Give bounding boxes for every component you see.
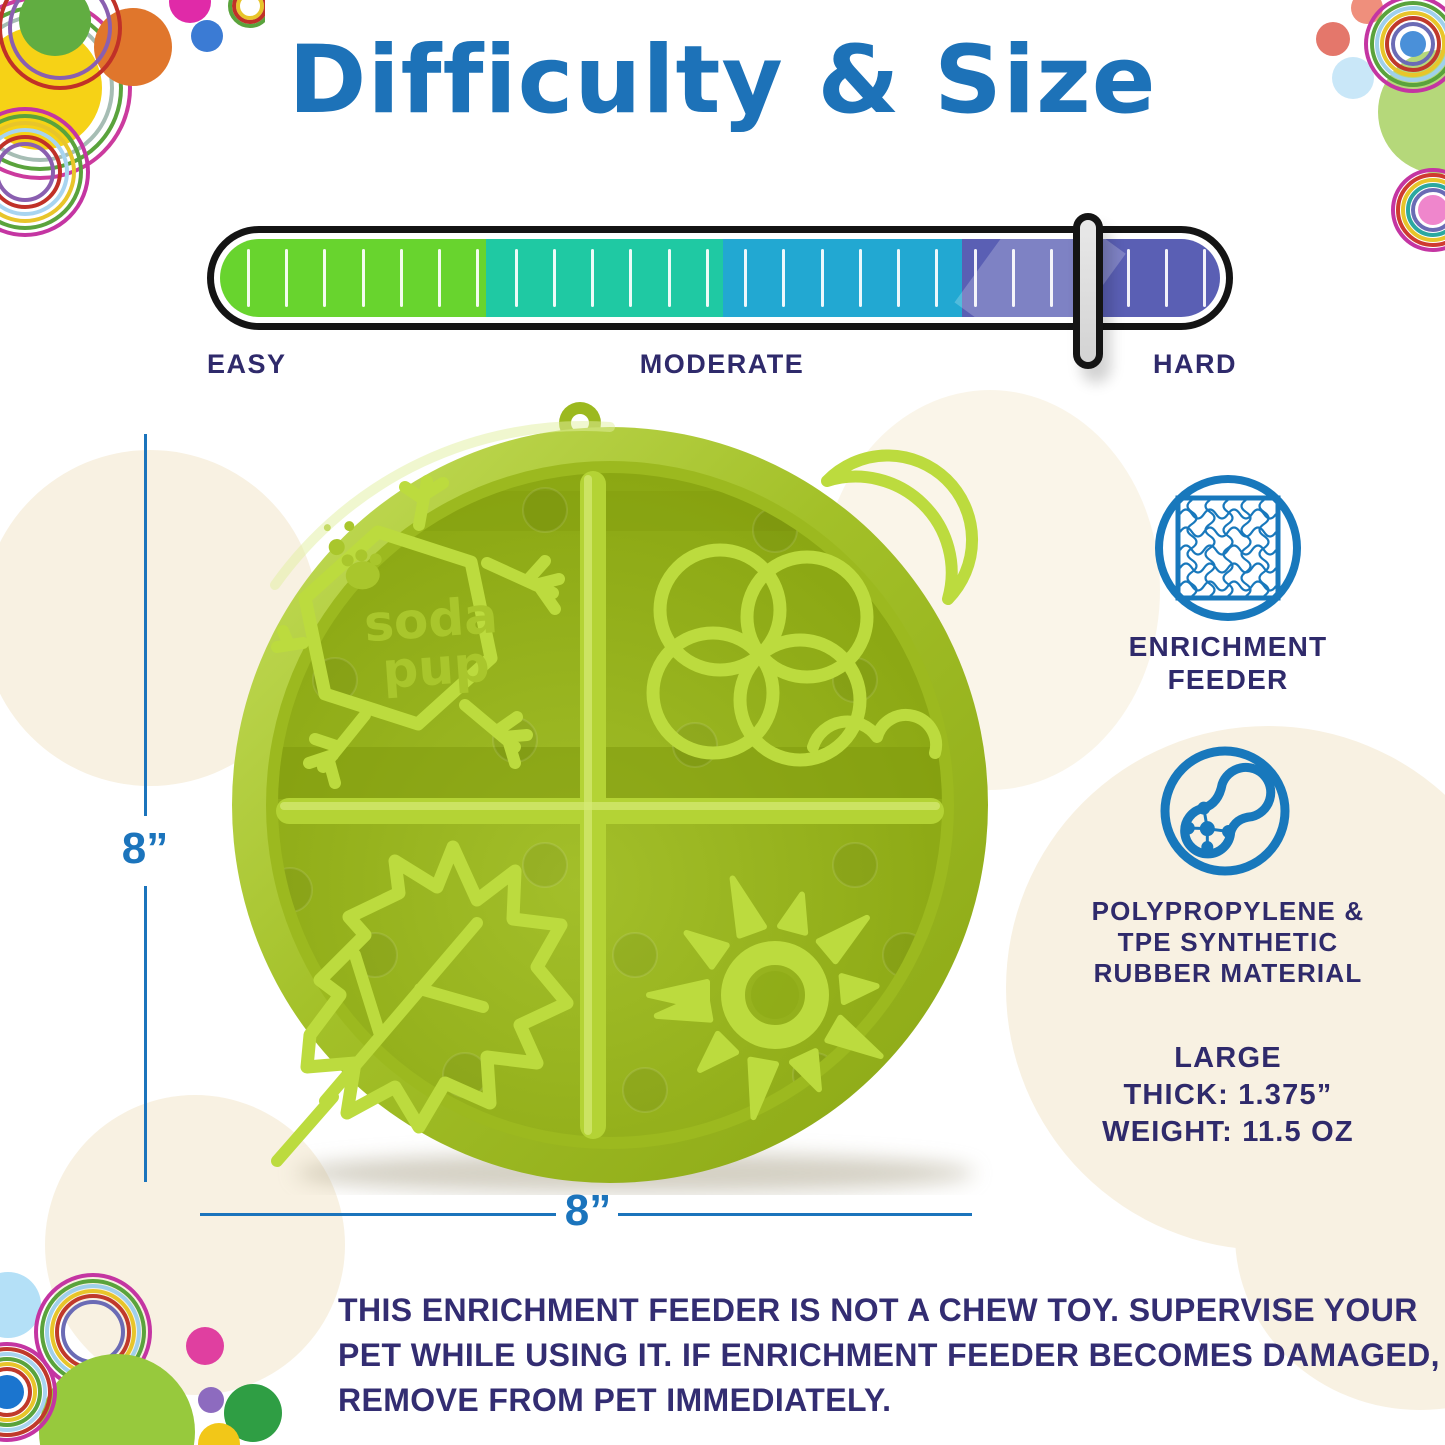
difficulty-segment-moderate-low — [486, 239, 723, 317]
height-dimension-label: 8” — [121, 824, 169, 873]
tick-mark — [1050, 249, 1054, 307]
warning-line: THIS ENRICHMENT FEEDER IS NOT A CHEW TOY… — [338, 1292, 1418, 1328]
tick-mark — [1203, 249, 1206, 307]
tick-mark — [744, 249, 748, 307]
feature-material: POLYPROPYLENE & TPE SYNTHETIC RUBBER MAT… — [1068, 896, 1388, 989]
tick-mark — [476, 249, 480, 307]
flower-motif — [646, 449, 978, 767]
difficulty-segments — [220, 239, 1220, 317]
difficulty-slider-handle[interactable] — [1073, 213, 1103, 369]
tick-mark — [858, 249, 862, 307]
difficulty-segment-easy — [220, 239, 486, 317]
tick-mark — [552, 249, 556, 307]
snowflake-motif — [271, 475, 565, 789]
size-line-large: LARGE — [1174, 1042, 1282, 1074]
sun-motif — [646, 875, 884, 1121]
tick-mark — [1164, 249, 1168, 307]
page-title: Difficulty & Size — [288, 26, 1157, 135]
tick-mark — [514, 249, 518, 307]
feature-line: FEEDER — [1167, 664, 1289, 695]
brand-word-soda: soda — [362, 586, 499, 653]
tick-mark — [247, 249, 250, 307]
label-easy: EASY — [207, 349, 287, 379]
difficulty-ticks — [220, 239, 1220, 317]
quadrant-dividers — [276, 471, 944, 1139]
width-dimension-label: 8” — [564, 1186, 612, 1235]
size-line-weight: WEIGHT: 11.5 OZ — [1102, 1116, 1354, 1148]
tick-mark — [1126, 249, 1130, 307]
warning-line: PET WHILE USING IT. IF ENRICHMENT FEEDER… — [338, 1337, 1440, 1373]
puzzle-icon — [1155, 475, 1301, 621]
tick-mark — [782, 249, 786, 307]
decorative-circles-top-right — [1316, 0, 1445, 252]
feature-line: TPE SYNTHETIC — [1117, 927, 1339, 957]
difficulty-segment-moderate-high — [723, 239, 962, 317]
tick-mark — [705, 249, 709, 307]
feature-enrichment-feeder: ENRICHMENT FEEDER — [1078, 630, 1378, 696]
warning-text: THIS ENRICHMENT FEEDER IS NOT A CHEW TOY… — [338, 1288, 1440, 1423]
tick-mark — [1011, 249, 1015, 307]
difficulty-meter — [207, 226, 1233, 330]
width-dimension-line-right — [618, 1213, 972, 1216]
tick-mark — [667, 249, 671, 307]
difficulty-track — [220, 239, 1220, 317]
feature-line: RUBBER MATERIAL — [1093, 958, 1363, 988]
maple-leaf-motif — [271, 840, 574, 1167]
feature-line: ENRICHMENT — [1128, 631, 1328, 662]
tick-mark — [285, 249, 289, 307]
decorative-circles-top-left — [0, 0, 265, 237]
material-icon — [1160, 746, 1290, 876]
height-dimension-line-bottom — [144, 886, 147, 1182]
product-photo-enrichment-feeder: soda pup — [232, 402, 988, 1193]
sodapup-logo: soda pup — [323, 521, 500, 700]
size-line-thick: THICK: 1.375” — [1123, 1079, 1333, 1111]
tick-mark — [438, 249, 442, 307]
tick-mark — [591, 249, 595, 307]
warning-line: REMOVE FROM PET IMMEDIATELY. — [338, 1382, 892, 1418]
tick-mark — [820, 249, 824, 307]
tick-mark — [897, 249, 901, 307]
brand-word-pup: pup — [380, 635, 491, 700]
tick-mark — [973, 249, 977, 307]
tick-mark — [399, 249, 403, 307]
width-dimension-line-left — [200, 1213, 556, 1216]
tick-mark — [361, 249, 365, 307]
feature-line: POLYPROPYLENE & — [1091, 896, 1365, 926]
tick-mark — [935, 249, 939, 307]
label-hard: HARD — [1153, 349, 1237, 379]
height-dimension-line-top — [144, 434, 147, 816]
tick-mark — [629, 249, 633, 307]
label-moderate: MODERATE — [639, 349, 805, 379]
decorative-circles-bottom-left — [0, 1272, 282, 1445]
tick-mark — [323, 249, 327, 307]
size-info: LARGE THICK: 1.375” WEIGHT: 11.5 OZ — [1068, 1040, 1388, 1151]
